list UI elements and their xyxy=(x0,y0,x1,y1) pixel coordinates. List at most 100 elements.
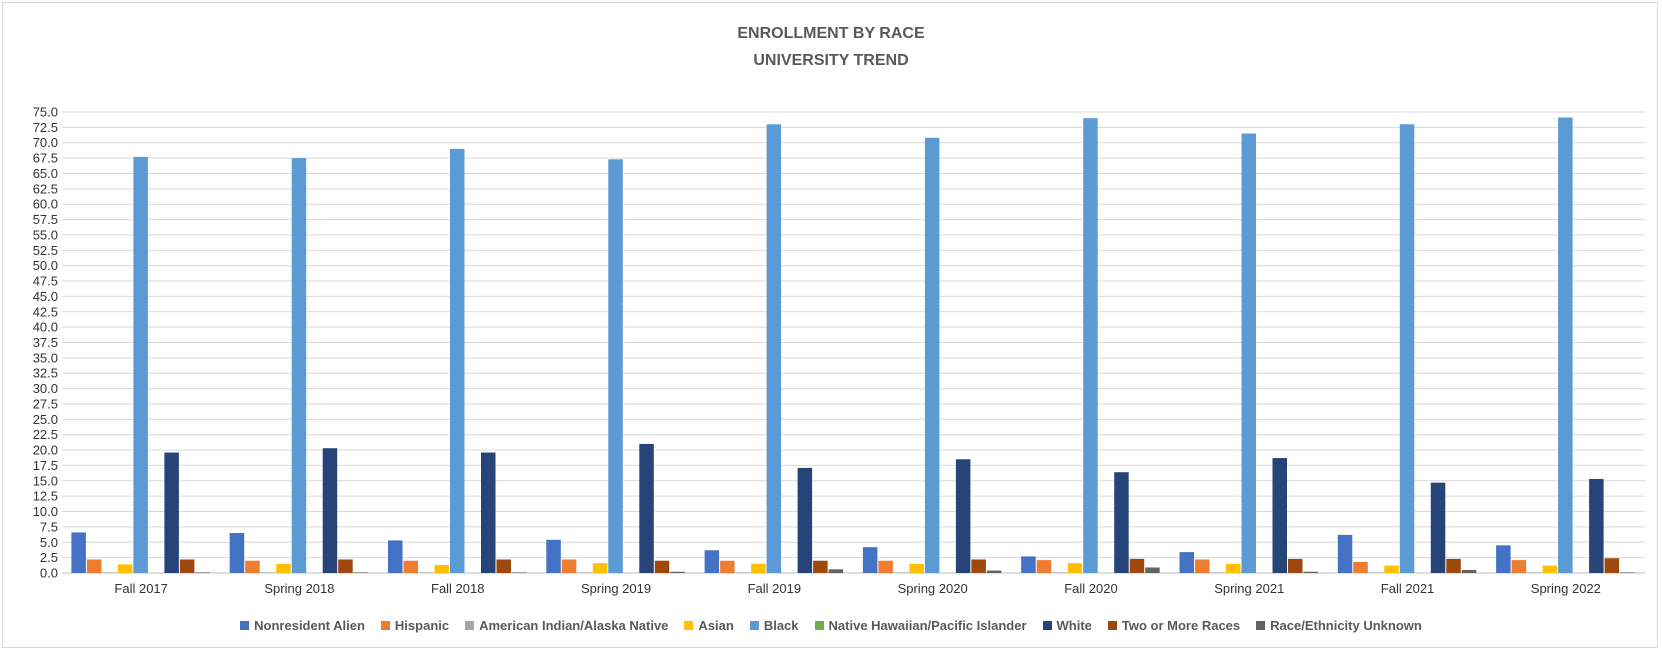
bar-white-8 xyxy=(1430,482,1446,573)
y-tick-label: 10.0 xyxy=(33,504,58,519)
bar-nonresident-alien-3 xyxy=(546,539,561,573)
bar-asian-3 xyxy=(592,563,608,573)
legend-label: Asian xyxy=(698,618,734,633)
bar-hispanic-8 xyxy=(1353,561,1368,573)
bar-race-ethnicity-unknown-4 xyxy=(828,569,844,573)
bar-nonresident-alien-2 xyxy=(388,540,403,573)
bar-two-or-more-races-7 xyxy=(1288,558,1303,573)
legend-item: Hispanic xyxy=(380,618,450,633)
chart-legend: Nonresident Alien Hispanic American Indian… xyxy=(0,618,1662,633)
bar-american-indian-alaska-native-0 xyxy=(102,572,117,573)
bar-two-or-more-races-8 xyxy=(1446,558,1461,573)
bar-american-indian-alaska-native-1 xyxy=(260,572,276,573)
bar-race-ethnicity-unknown-7 xyxy=(1303,571,1318,573)
bar-black-8 xyxy=(1399,124,1415,573)
bar-two-or-more-races-3 xyxy=(654,560,670,573)
bar-nonresident-alien-9 xyxy=(1496,545,1511,573)
legend-swatch xyxy=(1256,621,1266,630)
bar-american-indian-alaska-native-7 xyxy=(1210,572,1225,573)
legend-swatch xyxy=(814,621,824,630)
legend-item: Two or More Races xyxy=(1107,618,1240,633)
bar-two-or-more-races-0 xyxy=(179,559,195,573)
bar-asian-8 xyxy=(1384,565,1399,573)
bar-hispanic-9 xyxy=(1511,560,1527,573)
bar-black-4 xyxy=(766,124,782,573)
x-tick-label: Fall 2020 xyxy=(1064,581,1117,596)
bar-american-indian-alaska-native-3 xyxy=(577,572,592,573)
legend-label: Black xyxy=(763,618,799,633)
x-tick-label: Spring 2019 xyxy=(581,581,651,596)
legend-label: Race/Ethnicity Unknown xyxy=(1270,618,1422,633)
bar-asian-4 xyxy=(751,563,766,573)
bar-race-ethnicity-unknown-9 xyxy=(1620,572,1635,573)
bar-american-indian-alaska-native-8 xyxy=(1368,572,1384,573)
bar-nonresident-alien-8 xyxy=(1337,534,1353,573)
bar-nonresident-alien-6 xyxy=(1021,556,1036,573)
x-tick-label: Fall 2021 xyxy=(1381,581,1434,596)
bar-race-ethnicity-unknown-8 xyxy=(1461,569,1477,573)
legend-swatch xyxy=(240,621,250,630)
legend-item: Black xyxy=(749,618,799,633)
bar-asian-9 xyxy=(1542,565,1558,573)
y-tick-label: 72.5 xyxy=(33,120,58,135)
bar-race-ethnicity-unknown-3 xyxy=(670,571,685,573)
bar-white-4 xyxy=(797,467,813,573)
legend-swatch xyxy=(380,621,390,630)
bar-hispanic-2 xyxy=(403,560,418,573)
y-tick-label: 32.5 xyxy=(33,366,58,381)
y-tick-label: 20.0 xyxy=(33,443,58,458)
bar-american-indian-alaska-native-2 xyxy=(419,572,434,573)
bar-white-7 xyxy=(1272,458,1287,573)
bar-asian-0 xyxy=(117,564,133,573)
bar-black-5 xyxy=(924,137,940,574)
x-tick-label: Spring 2018 xyxy=(264,581,334,596)
legend-item: Nonresident Alien xyxy=(240,618,365,633)
bar-american-indian-alaska-native-4 xyxy=(735,572,751,573)
legend-swatch xyxy=(465,621,475,630)
legend-label: Native Hawaiian/Pacific Islander xyxy=(828,618,1027,633)
y-tick-label: 12.5 xyxy=(33,489,58,504)
legend-label: White xyxy=(1056,618,1092,633)
bar-nonresident-alien-0 xyxy=(71,532,86,573)
bar-black-2 xyxy=(450,148,465,573)
legend-label: Nonresident Alien xyxy=(254,618,365,633)
y-tick-label: 7.5 xyxy=(40,519,58,534)
bar-white-1 xyxy=(322,448,338,573)
legend-label: Hispanic xyxy=(394,618,450,633)
y-tick-label: 47.5 xyxy=(33,274,58,289)
x-tick-label: Fall 2018 xyxy=(431,581,484,596)
chart-subtitle: UNIVERSITY TREND xyxy=(753,52,909,69)
bars xyxy=(71,117,1635,574)
y-tick-label: 75.0 xyxy=(33,105,58,120)
bar-asian-5 xyxy=(909,563,924,573)
bar-white-3 xyxy=(639,443,654,573)
y-tick-label: 30.0 xyxy=(33,381,58,396)
y-tick-label: 5.0 xyxy=(40,535,58,550)
bar-american-indian-alaska-native-5 xyxy=(893,572,909,573)
y-tick-label: 57.5 xyxy=(33,212,58,227)
legend-item: American Indian/Alaska Native xyxy=(465,618,668,633)
legend-swatch xyxy=(749,621,759,630)
bar-white-9 xyxy=(1589,478,1604,573)
legend-label: American Indian/Alaska Native xyxy=(479,618,669,633)
bar-american-indian-alaska-native-9 xyxy=(1527,572,1542,573)
y-tick-label: 60.0 xyxy=(33,197,58,212)
bar-black-7 xyxy=(1241,133,1256,573)
x-tick-label: Fall 2017 xyxy=(114,581,167,596)
y-tick-label: 35.0 xyxy=(33,350,58,365)
bar-asian-7 xyxy=(1226,563,1241,573)
y-tick-label: 17.5 xyxy=(33,458,58,473)
bar-two-or-more-races-6 xyxy=(1129,558,1145,573)
y-tick-label: 25.0 xyxy=(33,412,58,427)
y-tick-label: 15.0 xyxy=(33,473,58,488)
bar-asian-1 xyxy=(276,563,291,573)
bar-two-or-more-races-5 xyxy=(971,559,986,573)
y-tick-label: 67.5 xyxy=(33,151,58,166)
bar-hispanic-1 xyxy=(245,560,260,573)
bar-two-or-more-races-4 xyxy=(813,560,828,573)
bar-hispanic-7 xyxy=(1195,559,1210,573)
bar-race-ethnicity-unknown-1 xyxy=(353,572,369,573)
y-tick-label: 52.5 xyxy=(33,243,58,258)
x-tick-label: Spring 2022 xyxy=(1531,581,1601,596)
